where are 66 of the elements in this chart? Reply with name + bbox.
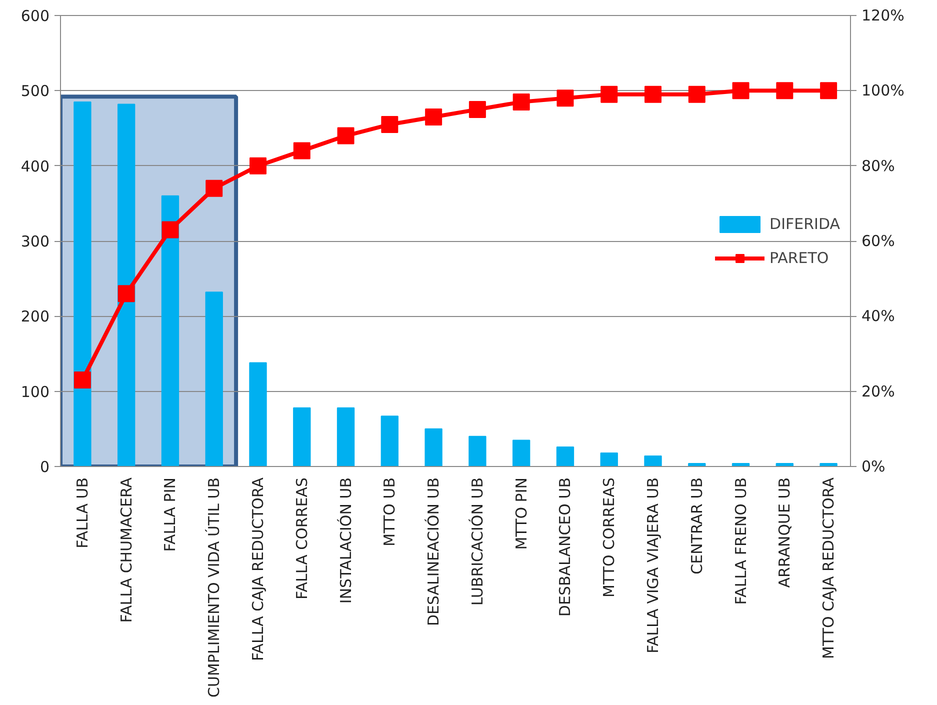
bar — [644, 455, 662, 466]
point — [74, 372, 91, 389]
point — [688, 86, 706, 103]
y2-tick-label: 0% — [862, 458, 886, 476]
y-tick-label: 400 — [20, 157, 50, 176]
point — [820, 82, 838, 100]
point — [206, 180, 223, 197]
x-tick-label: MTTO CAJA REDUCTORA — [820, 476, 838, 659]
point — [600, 86, 618, 103]
bar — [380, 416, 399, 466]
point — [162, 221, 179, 238]
point — [468, 100, 486, 118]
point — [644, 86, 662, 103]
bar — [556, 446, 574, 466]
bar — [74, 101, 92, 466]
bar — [600, 452, 618, 466]
y-tick-label: 0 — [40, 458, 50, 476]
point — [512, 93, 530, 110]
bar — [161, 195, 180, 466]
y-tick-label: 100 — [20, 382, 50, 401]
x-tick-label: LUBRICACIÓN UB — [468, 477, 486, 606]
point — [250, 157, 266, 174]
y2-tick-label: 20% — [862, 382, 895, 400]
x-tick-label: FALLA PIN — [161, 477, 180, 552]
bar — [205, 292, 223, 466]
x-tick-label: FALLA CORREAS — [292, 477, 311, 600]
bar — [512, 440, 530, 466]
y2-tick-label: 80% — [862, 156, 895, 175]
point — [425, 108, 442, 126]
point — [381, 116, 398, 133]
y-tick-label: 600 — [20, 7, 50, 25]
x-tick-label: CUMPLIMIENTO VIDA ÚTIL UB — [205, 478, 224, 698]
bar — [249, 362, 267, 466]
x-tick-label: CENTRAR UB — [688, 477, 706, 574]
y2-tick-label: 60% — [862, 232, 895, 250]
bar — [117, 104, 136, 466]
y-tick-label: 200 — [20, 308, 50, 326]
bar — [293, 407, 311, 466]
point — [556, 90, 574, 107]
point — [337, 127, 354, 144]
x-tick-label: ARRANQUE UB — [776, 478, 794, 588]
x-tick-label: DESALINEACIÓN UB — [424, 477, 443, 626]
point — [732, 82, 750, 100]
x-tick-label: MTTO CORREAS — [600, 477, 618, 598]
point — [776, 82, 794, 100]
legend-label: PARETO — [770, 248, 829, 266]
point — [118, 285, 135, 302]
bar — [424, 428, 442, 466]
y-tick-label: 500 — [20, 82, 50, 100]
bar — [336, 407, 355, 466]
y2-tick-label: 100% — [862, 82, 904, 100]
point — [293, 142, 310, 160]
x-tick-label: FALLA CAJA REDUCTORA — [249, 476, 267, 661]
legend-label: DIFERIDA — [770, 214, 840, 232]
y-tick-label: 300 — [20, 232, 50, 250]
x-tick-label: INSTALACIÓN UB — [336, 477, 355, 604]
bar — [468, 436, 486, 466]
x-tick-label: FALLA UB — [73, 477, 92, 548]
y2-tick-label: 40% — [862, 307, 895, 326]
y2-tick-label: 120% — [862, 6, 904, 24]
x-tick-label: FALLA FRENO UB — [732, 477, 750, 605]
x-tick-label: FALLA VIGA VIAJERA UB — [644, 477, 662, 654]
x-tick-label: MTTO PIN — [512, 477, 530, 550]
x-tick-label: MTTO UB — [380, 477, 399, 546]
x-tick-label: DESBALANCEO UB — [556, 477, 574, 617]
x-tick-label: FALLA CHUMACERA — [117, 476, 136, 623]
